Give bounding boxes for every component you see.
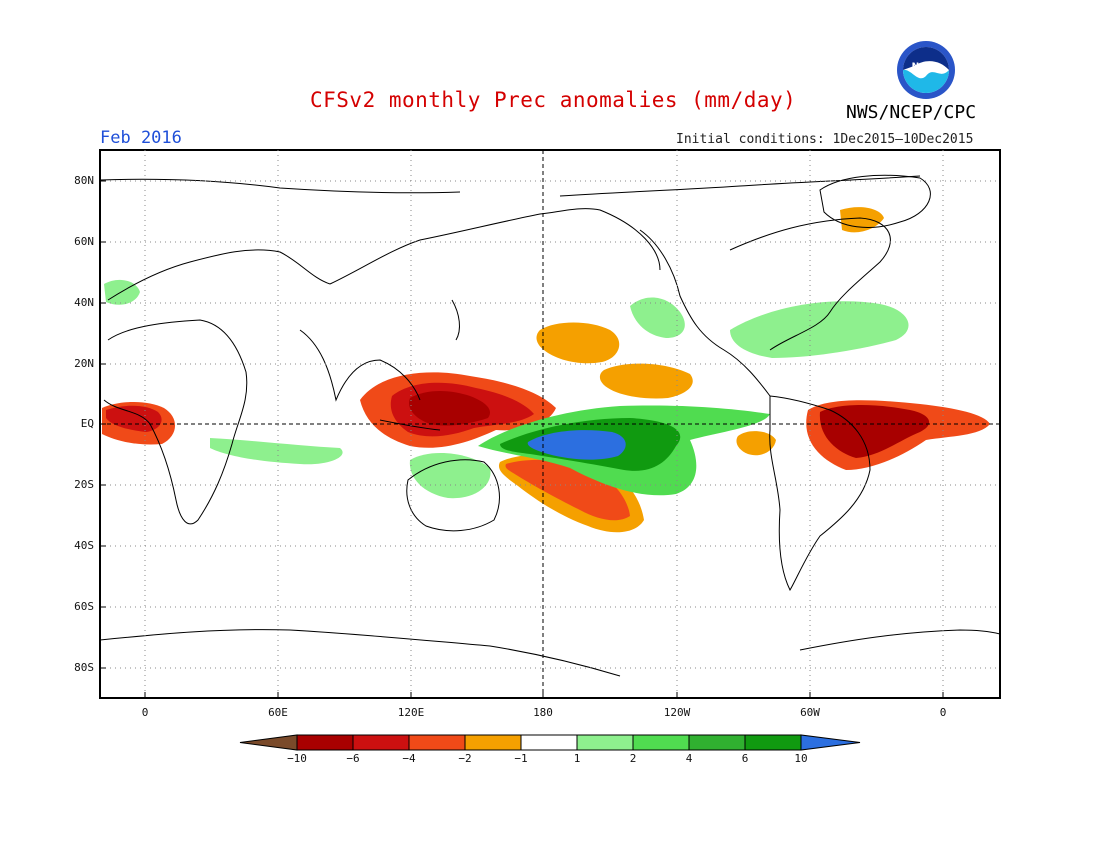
agency-label: NWS/NCEP/CPC	[846, 102, 977, 123]
colorbar-label: 10	[794, 752, 808, 765]
colorbar-swatch	[408, 734, 466, 751]
colorbar-label: 2	[629, 752, 637, 765]
initial-conditions: Initial conditions: 1Dec2015–10Dec2015	[676, 132, 974, 147]
lon-label: 0	[939, 706, 947, 719]
colorbar-label: −10	[287, 752, 307, 765]
colorbar-high-arrow	[800, 734, 861, 751]
lat-label: 60S	[74, 600, 94, 613]
axis-ticks	[100, 180, 944, 698]
lat-label: EQ	[80, 417, 94, 430]
forecast-month: Feb 2016	[100, 128, 182, 148]
lon-label: 120W	[663, 706, 691, 719]
noaa-logo-icon: NOAA	[897, 41, 955, 99]
colorbar-swatch	[744, 734, 802, 751]
lat-label: 60N	[74, 235, 94, 248]
colorbar-label: −4	[402, 752, 416, 765]
lat-label: 20N	[74, 357, 94, 370]
colorbar-swatch	[464, 734, 522, 751]
colorbar-swatch	[520, 734, 578, 751]
colorbar-label: 1	[573, 752, 581, 765]
colorbar-label: −2	[458, 752, 472, 765]
lon-label: 0	[141, 706, 149, 719]
graticule	[100, 150, 1000, 698]
anomaly-fill-layer	[102, 207, 990, 533]
lat-label: 80N	[74, 174, 94, 187]
colorbar-swatch	[688, 734, 746, 751]
lat-label: 80S	[74, 661, 94, 674]
lon-label: 60W	[800, 706, 820, 719]
colorbar-swatch	[576, 734, 634, 751]
lat-label: 40N	[74, 296, 94, 309]
lat-label: 40S	[74, 539, 94, 552]
noaa-logo-text: NOAA	[912, 62, 941, 72]
lat-label: 20S	[74, 478, 94, 491]
coastlines	[100, 174, 1000, 677]
colorbar-swatch	[632, 734, 690, 751]
colorbar-low-arrow	[239, 734, 298, 751]
colorbar-label: 6	[741, 752, 749, 765]
lon-label: 60E	[268, 706, 288, 719]
lon-label: 120E	[397, 706, 425, 719]
map-title: CFSv2 monthly Prec anomalies (mm/day)	[310, 88, 797, 112]
colorbar-swatch	[352, 734, 410, 751]
colorbar-swatch	[296, 734, 354, 751]
colorbar-label: 4	[685, 752, 693, 765]
lon-label: 180	[533, 706, 553, 719]
colorbar-label: −6	[346, 752, 360, 765]
colorbar-label: −1	[514, 752, 528, 765]
